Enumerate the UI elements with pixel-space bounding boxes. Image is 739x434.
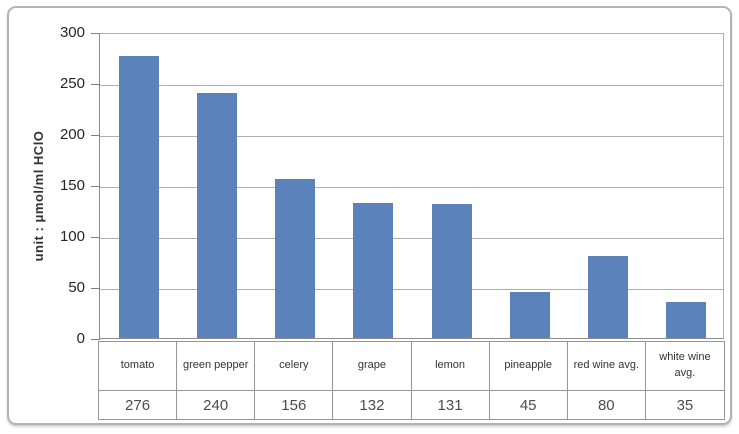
gridline [100, 85, 723, 86]
y-axis-tick-label: 150 [59, 177, 85, 194]
chart-frame: unit : μmol/ml HClO 0 50 100 150 200 250 300 t… [7, 6, 732, 425]
category-cell: celery [255, 342, 334, 391]
bar-lemon [432, 204, 472, 338]
plot-area [99, 33, 724, 339]
value-cell: 80 [568, 391, 646, 419]
y-axis-tick-mark [91, 84, 100, 85]
category-cell: pineapple [489, 342, 568, 391]
value-cell: 132 [333, 391, 412, 419]
category-cell: tomato [99, 342, 178, 391]
bar-white-wine-avg- [666, 302, 706, 338]
category-cell: grape [333, 342, 412, 391]
gridline [100, 187, 723, 188]
value-cell: 276 [99, 391, 178, 419]
bar-green-pepper [197, 93, 237, 338]
y-axis-tick-label: 250 [59, 75, 85, 92]
y-axis-tick-label: 100 [59, 228, 85, 245]
y-axis-tick-mark [91, 288, 100, 289]
bar-grape [353, 203, 393, 338]
value-cell: 156 [255, 391, 334, 419]
data-table: tomato green pepper celery grape lemon pineap… [98, 341, 725, 420]
gridline [100, 289, 723, 290]
value-cell: 240 [177, 391, 256, 419]
y-axis-tick-label: 0 [76, 330, 85, 347]
bar-red-wine-avg- [588, 256, 628, 338]
value-cell: 45 [490, 391, 568, 419]
value-cell: 35 [676, 396, 694, 414]
y-axis-tick-mark [91, 33, 100, 34]
gridline [100, 238, 723, 239]
y-axis-tick-mark [91, 237, 100, 238]
bar-pineapple [510, 292, 550, 338]
gridline [100, 136, 723, 137]
y-axis-tick-label: 200 [59, 126, 85, 143]
y-axis-tick-mark [91, 135, 100, 136]
y-axis-tick-label: 50 [68, 279, 85, 296]
value-cell: 131 [412, 391, 490, 419]
category-cell: green pepper [177, 342, 256, 391]
category-cell: lemon [411, 342, 490, 391]
y-axis-tick-mark [91, 339, 100, 340]
category-cell: white wine avg. [645, 342, 724, 391]
y-axis-tick-label: 300 [59, 24, 85, 41]
y-axis-tick-mark [91, 186, 100, 187]
bar-celery [275, 179, 315, 338]
category-cell: red wine avg. [567, 342, 646, 391]
bar-tomato [119, 56, 159, 338]
